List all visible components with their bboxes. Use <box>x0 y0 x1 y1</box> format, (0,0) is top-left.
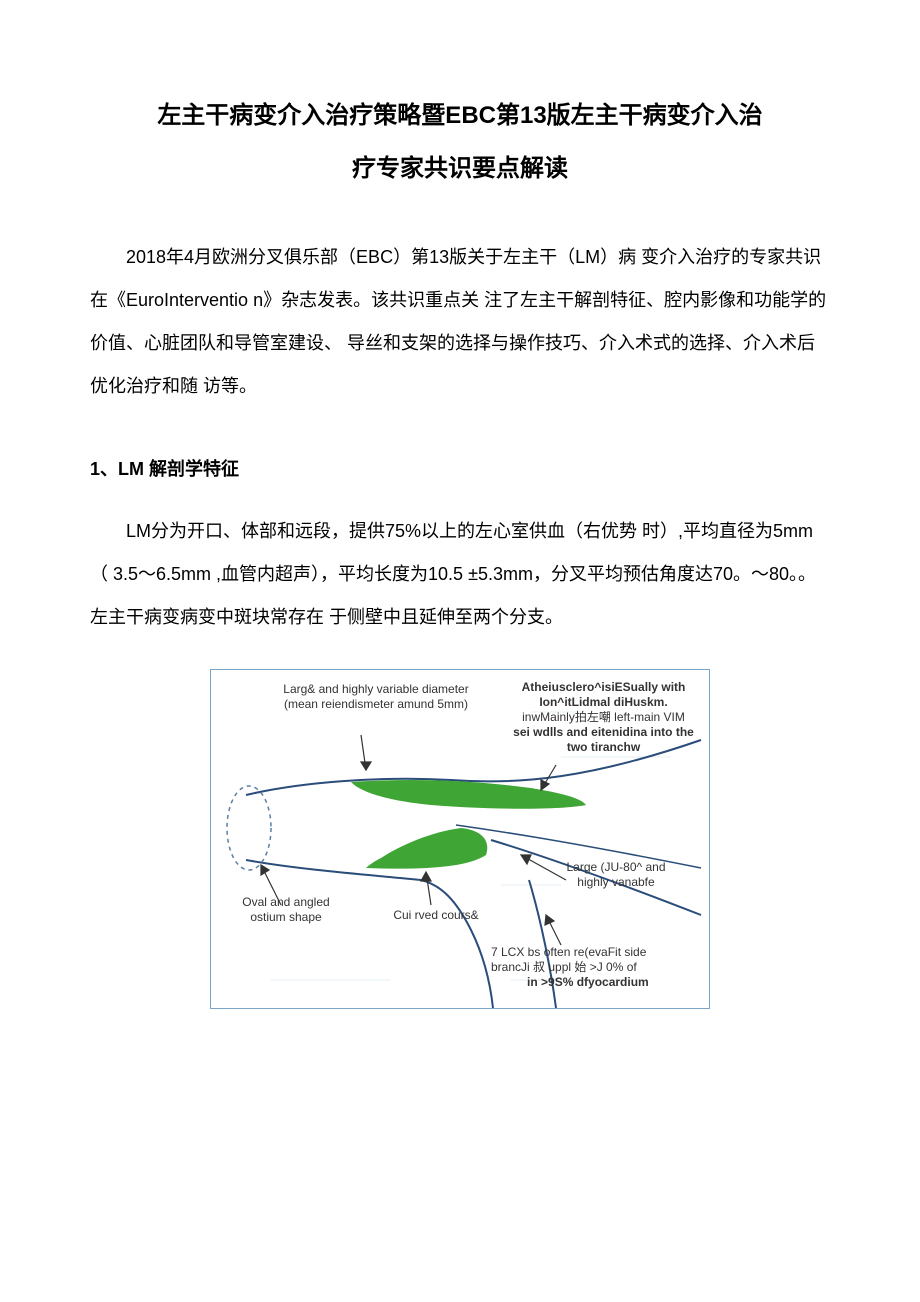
section-1-heading: 1、LM 解剖学特征 <box>90 448 830 491</box>
annotation-right: Large (JU-80^ and highly vanabfe <box>556 860 676 890</box>
annotation-center: Cui rved cours& <box>376 908 496 923</box>
anatomy-figure: Larg& and highly variable diameter (mean… <box>210 669 710 1009</box>
annotation-bottom-right-l2: brancJi 叔 uppl 始 >J 0% of <box>491 960 637 974</box>
annotation-bottom-right: 7 LCX bs often re(evaFit side brancJi 叔 … <box>491 945 701 990</box>
section-1-paragraph: LM分为开口、体部和远段，提供75%以上的左心室供血（右优势 时）,平均直径为5… <box>90 510 830 640</box>
title-line-1: 左主干病变介入治疗策略暨EBC第13版左主干病变介入治 <box>157 102 762 129</box>
document-title: 左主干病变介入治疗策略暨EBC第13版左主干病变介入治 疗专家共识要点解读 <box>90 90 830 196</box>
annotation-top-right: Atheiusclero^isiESually with Ion^itLidma… <box>506 680 701 755</box>
intro-paragraph: 2018年4月欧洲分叉俱乐部（EBC）第13版关于左主干（LM）病 变介入治疗的… <box>90 236 830 409</box>
title-line-2: 疗专家共识要点解读 <box>352 155 568 182</box>
document-page: 左主干病变介入治疗策略暨EBC第13版左主干病变介入治 疗专家共识要点解读 20… <box>0 0 920 1049</box>
annotation-top-right-bold2: sei wdlls and eitenidina into the two ti… <box>513 725 694 754</box>
annotation-left: Oval and angled ostium shape <box>231 895 341 925</box>
annotation-top-right-bold1: Atheiusclero^isiESually with Ion^itLidma… <box>522 680 686 709</box>
annotation-top-right-mix: inwMainly拍左嘲 left-main VIM <box>522 710 685 724</box>
annotation-bottom-right-l1: 7 LCX bs often re(evaFit side <box>491 945 646 959</box>
annotation-top-left: Larg& and highly variable diameter (mean… <box>266 682 486 712</box>
annotation-bottom-right-l3: in >9S% dfyocardium <box>527 975 649 989</box>
